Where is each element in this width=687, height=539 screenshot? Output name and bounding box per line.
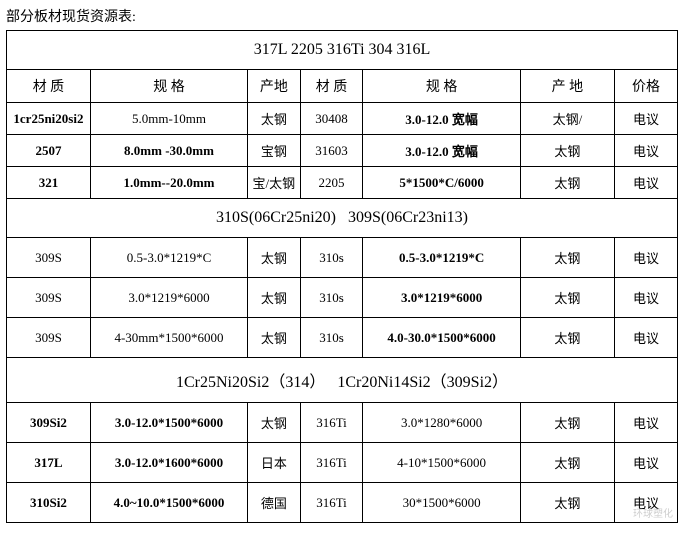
origin-cell: 日本 [248,443,300,483]
spec-cell: 3.0*1280*6000 [363,403,520,443]
spec-cell: 3.0-12.0*1600*6000 [90,443,247,483]
origin-cell: 太钢 [248,278,300,318]
section-header-1: 317L 2205 316Ti 304 316L [7,31,678,70]
material-cell: 316Ti [300,443,363,483]
material-cell: 317L [7,443,91,483]
col-header: 规 格 [363,70,520,103]
origin-cell: 太钢 [520,443,614,483]
material-cell: 310s [300,318,363,358]
spec-cell: 0.5-3.0*1219*C [90,238,247,278]
spec-cell: 4.0~10.0*1500*6000 [90,483,247,523]
col-header: 产 地 [520,70,614,103]
origin-cell: 太钢 [520,318,614,358]
material-cell: 321 [7,167,91,199]
price-cell: 电议 [615,318,678,358]
origin-cell: 德国 [248,483,300,523]
spec-cell: 4-10*1500*6000 [363,443,520,483]
material-cell: 316Ti [300,483,363,523]
spec-cell: 8.0mm -30.0mm [90,135,247,167]
spec-cell: 1.0mm--20.0mm [90,167,247,199]
origin-cell: 太钢 [520,135,614,167]
price-cell: 电议 [615,167,678,199]
material-cell: 309Si2 [7,403,91,443]
material-cell: 310s [300,238,363,278]
material-cell: 316Ti [300,403,363,443]
price-cell: 电议 [615,238,678,278]
spec-cell: 4.0-30.0*1500*6000 [363,318,520,358]
col-header: 材 质 [300,70,363,103]
origin-cell: 太钢 [248,103,300,135]
price-cell: 电议 [615,103,678,135]
price-cell: 电议 [615,403,678,443]
material-cell: 2205 [300,167,363,199]
material-cell: 30408 [300,103,363,135]
origin-cell: 太钢 [520,238,614,278]
price-cell: 电议 [615,135,678,167]
resource-table: 317L 2205 316Ti 304 316L材 质规 格产地材 质规 格产 … [6,30,678,523]
spec-cell: 0.5-3.0*1219*C [363,238,520,278]
material-cell: 31603 [300,135,363,167]
section-header-3: 1Cr25Ni20Si2（314）1Cr20Ni14Si2（309Si2） [7,358,678,403]
spec-cell: 30*1500*6000 [363,483,520,523]
origin-cell: 太钢 [520,483,614,523]
price-cell: 电议环球塑化 [615,483,678,523]
material-cell: 310s [300,278,363,318]
origin-cell: 宝/太钢 [248,167,300,199]
price-cell: 电议 [615,278,678,318]
material-cell: 309S [7,238,91,278]
spec-cell: 3.0*1219*6000 [363,278,520,318]
spec-cell: 3.0-12.0 宽幅 [363,103,520,135]
origin-cell: 太钢 [520,403,614,443]
origin-cell: 宝钢 [248,135,300,167]
origin-cell: 太钢 [248,403,300,443]
col-header: 材 质 [7,70,91,103]
spec-cell: 5.0mm-10mm [90,103,247,135]
price-cell: 电议 [615,443,678,483]
material-cell: 1cr25ni20si2 [7,103,91,135]
origin-cell: 太钢 [248,318,300,358]
material-cell: 310Si2 [7,483,91,523]
material-cell: 2507 [7,135,91,167]
origin-cell: 太钢 [520,167,614,199]
spec-cell: 3.0-12.0*1500*6000 [90,403,247,443]
col-header: 产地 [248,70,300,103]
spec-cell: 3.0-12.0 宽幅 [363,135,520,167]
col-header: 价格 [615,70,678,103]
origin-cell: 太钢 [248,238,300,278]
spec-cell: 4-30mm*1500*6000 [90,318,247,358]
section-header-2: 310S(06Cr25ni20)309S(06Cr23ni13) [7,199,678,238]
page-title: 部分板材现货资源表: [6,6,681,26]
origin-cell: 太钢 [520,278,614,318]
watermark: 环球塑化 [633,505,673,520]
col-header: 规 格 [90,70,247,103]
spec-cell: 3.0*1219*6000 [90,278,247,318]
material-cell: 309S [7,278,91,318]
material-cell: 309S [7,318,91,358]
spec-cell: 5*1500*C/6000 [363,167,520,199]
origin-cell: 太钢/ [520,103,614,135]
